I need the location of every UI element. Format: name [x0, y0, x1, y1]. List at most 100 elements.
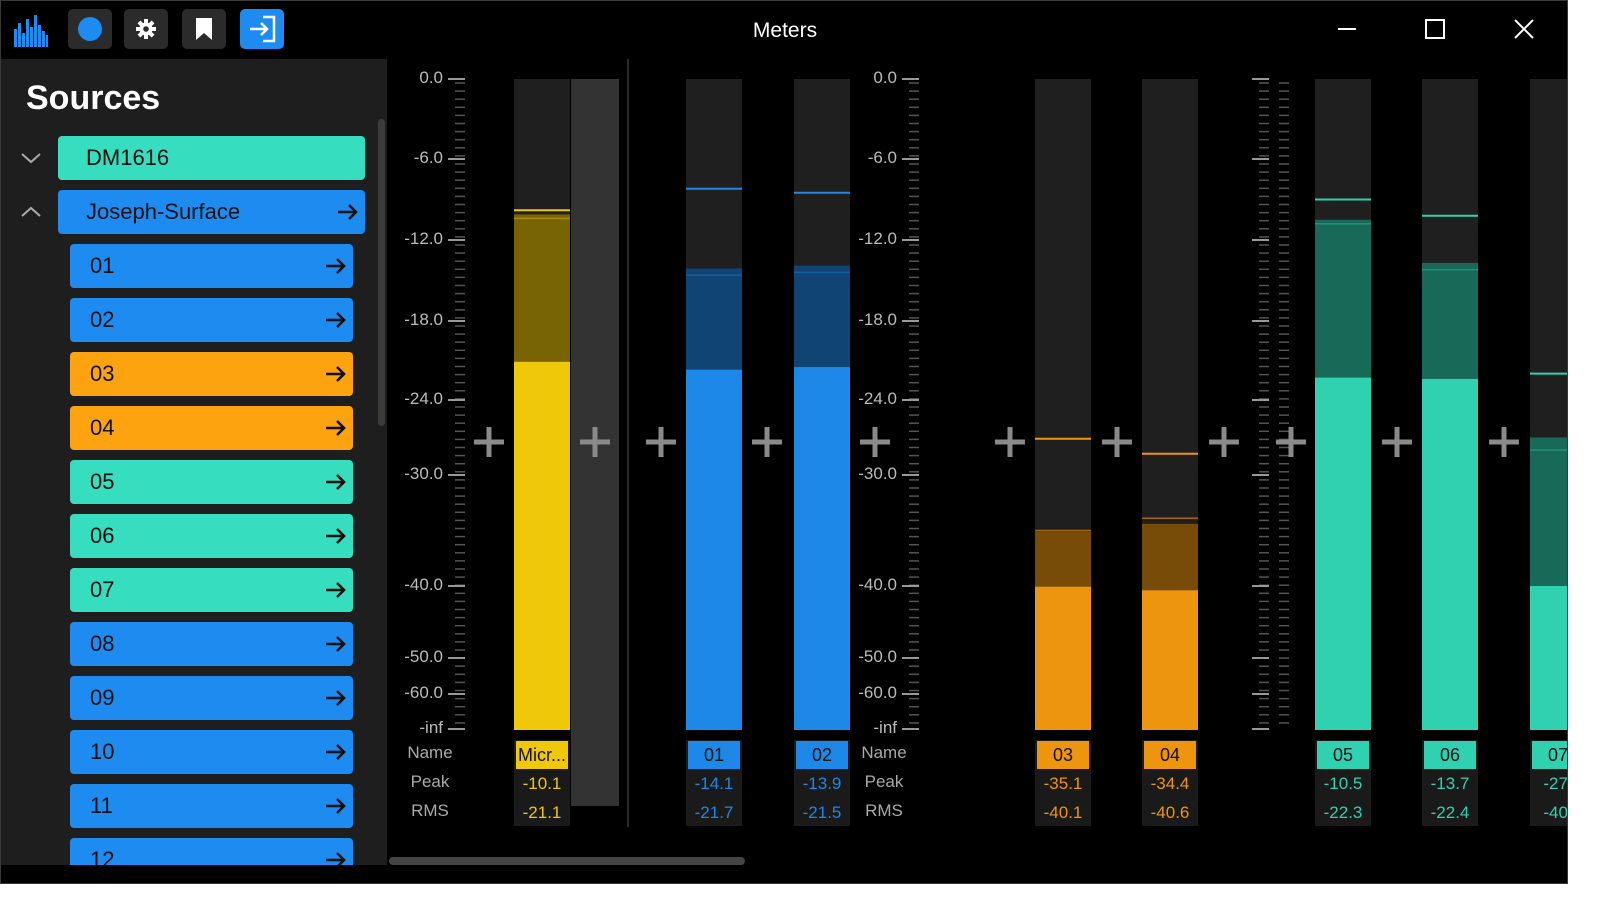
arrow-right-icon[interactable]: [319, 632, 353, 656]
source-item[interactable]: 11: [70, 784, 353, 828]
meter-rms-bar: [1422, 378, 1478, 730]
channel-peak-value: -34.4: [1150, 774, 1190, 793]
sources-sidebar: Sources DM1616 Joseph-Surface 01 02 03 04 05 06…: [1, 59, 387, 865]
maximize-button[interactable]: [1405, 11, 1465, 47]
settings-button[interactable]: [124, 9, 168, 49]
source-item[interactable]: 10: [70, 730, 353, 774]
channel-rms-value: -21.1: [522, 803, 562, 822]
bookmark-button[interactable]: [182, 9, 226, 49]
source-label: 06: [90, 523, 115, 548]
arrow-right-icon[interactable]: [319, 740, 353, 764]
bookmark-icon: [196, 18, 212, 40]
plus-icon[interactable]: [1097, 422, 1137, 462]
channel-peak-value: -13.9: [802, 774, 842, 793]
source-label: 07: [90, 577, 115, 602]
meter-rms-bar: [686, 369, 742, 730]
arrow-right-icon[interactable]: [319, 848, 353, 865]
row-label-name: Name: [861, 743, 907, 762]
source-label: 11: [90, 793, 113, 818]
source-item[interactable]: 12: [70, 838, 353, 865]
meter-rms-bar: [1530, 586, 1567, 730]
channel-name[interactable]: 01: [688, 741, 740, 769]
channel-name[interactable]: 03: [1037, 741, 1089, 769]
plus-icon[interactable]: [1271, 422, 1311, 462]
scale-tick-label: -18.0: [404, 310, 443, 329]
source-item[interactable]: 01: [70, 244, 353, 288]
sign-in-icon: [250, 15, 276, 43]
plus-icon[interactable]: [641, 422, 681, 462]
arrow-right-icon[interactable]: [319, 254, 353, 278]
plus-icon[interactable]: [469, 422, 509, 462]
arrow-right-icon[interactable]: [331, 200, 365, 224]
source-item[interactable]: 04: [70, 406, 353, 450]
source-item[interactable]: 07: [70, 568, 353, 612]
close-icon: [1514, 19, 1534, 39]
channel-name[interactable]: Micr...: [516, 741, 568, 769]
plus-icon[interactable]: [855, 422, 895, 462]
channel-peak-value: -35.1: [1043, 774, 1083, 793]
chevron-down-icon[interactable]: [19, 146, 43, 170]
channel-peak-value: -10.5: [1323, 774, 1363, 793]
title-bar: Meters: [1, 1, 1567, 59]
source-label: Joseph-Surface: [86, 199, 241, 224]
channel-peak-value: -27.: [1543, 774, 1568, 793]
channel-name[interactable]: 05: [1317, 741, 1369, 769]
plus-icon[interactable]: [1204, 422, 1244, 462]
record-button[interactable]: [68, 9, 112, 49]
source-item[interactable]: DM1616: [58, 136, 365, 180]
row-label-name: Name: [407, 743, 453, 762]
scale-tick-label: -6.0: [867, 148, 897, 167]
source-label: 08: [90, 631, 115, 656]
channel-name[interactable]: 02: [796, 741, 848, 769]
plus-icon[interactable]: [990, 422, 1030, 462]
scale-tick-label: -30.0: [858, 464, 897, 483]
scale-tick-label: -50.0: [858, 647, 897, 666]
minimize-icon: [1338, 28, 1356, 30]
arrow-right-icon[interactable]: [319, 578, 353, 602]
source-label: 03: [90, 361, 115, 386]
meter-rms-bar: [1035, 586, 1091, 730]
channel-rms-value: -40.6: [1150, 803, 1190, 822]
horizontal-scrollbar[interactable]: [389, 857, 745, 865]
meter-rms-bar: [794, 367, 850, 730]
source-item[interactable]: Joseph-Surface: [58, 190, 365, 234]
scale-tick-label: 0.0: [419, 68, 443, 87]
plus-icon[interactable]: [1484, 422, 1524, 462]
scale-tick-label: 0.0: [873, 68, 897, 87]
close-button[interactable]: [1494, 11, 1554, 47]
enter-button[interactable]: [240, 9, 284, 49]
arrow-right-icon[interactable]: [319, 524, 353, 548]
source-item[interactable]: 05: [70, 460, 353, 504]
source-label: 10: [90, 739, 115, 764]
arrow-right-icon[interactable]: [319, 416, 353, 440]
source-item[interactable]: 06: [70, 514, 353, 558]
meter-graphics: [448, 59, 1567, 827]
minimize-button[interactable]: [1317, 11, 1377, 47]
sidebar-scrollbar[interactable]: [378, 119, 385, 426]
arrow-right-icon[interactable]: [319, 470, 353, 494]
arrow-right-icon[interactable]: [319, 794, 353, 818]
source-item[interactable]: 03: [70, 352, 353, 396]
plus-icon[interactable]: [747, 422, 787, 462]
app-logo-icon: [13, 13, 49, 47]
source-item[interactable]: 09: [70, 676, 353, 720]
plus-icon[interactable]: [1377, 422, 1417, 462]
gear-icon: [136, 19, 156, 39]
plus-icon[interactable]: [575, 422, 615, 462]
sidebar-title: Sources: [26, 79, 161, 117]
chevron-up-icon[interactable]: [19, 200, 43, 224]
arrow-right-icon[interactable]: [319, 362, 353, 386]
source-label: 04: [90, 415, 115, 440]
channel-name[interactable]: 04: [1144, 741, 1196, 769]
channel-name[interactable]: 06: [1424, 741, 1476, 769]
arrow-right-icon[interactable]: [319, 686, 353, 710]
meter-rms-bar: [514, 361, 570, 730]
meter-labels: 0.0 -6.0 -12.0 -18.0 -24.0 -30.0 -40.0 -50.0 -60…: [387, 59, 1568, 865]
source-item[interactable]: 08: [70, 622, 353, 666]
channel-peak-value: -14.1: [694, 774, 734, 793]
arrow-right-icon[interactable]: [319, 308, 353, 332]
scale-tick-label: -24.0: [404, 389, 443, 408]
source-item[interactable]: 02: [70, 298, 353, 342]
channel-name[interactable]: 07: [1532, 741, 1567, 769]
source-label: 02: [90, 307, 115, 332]
